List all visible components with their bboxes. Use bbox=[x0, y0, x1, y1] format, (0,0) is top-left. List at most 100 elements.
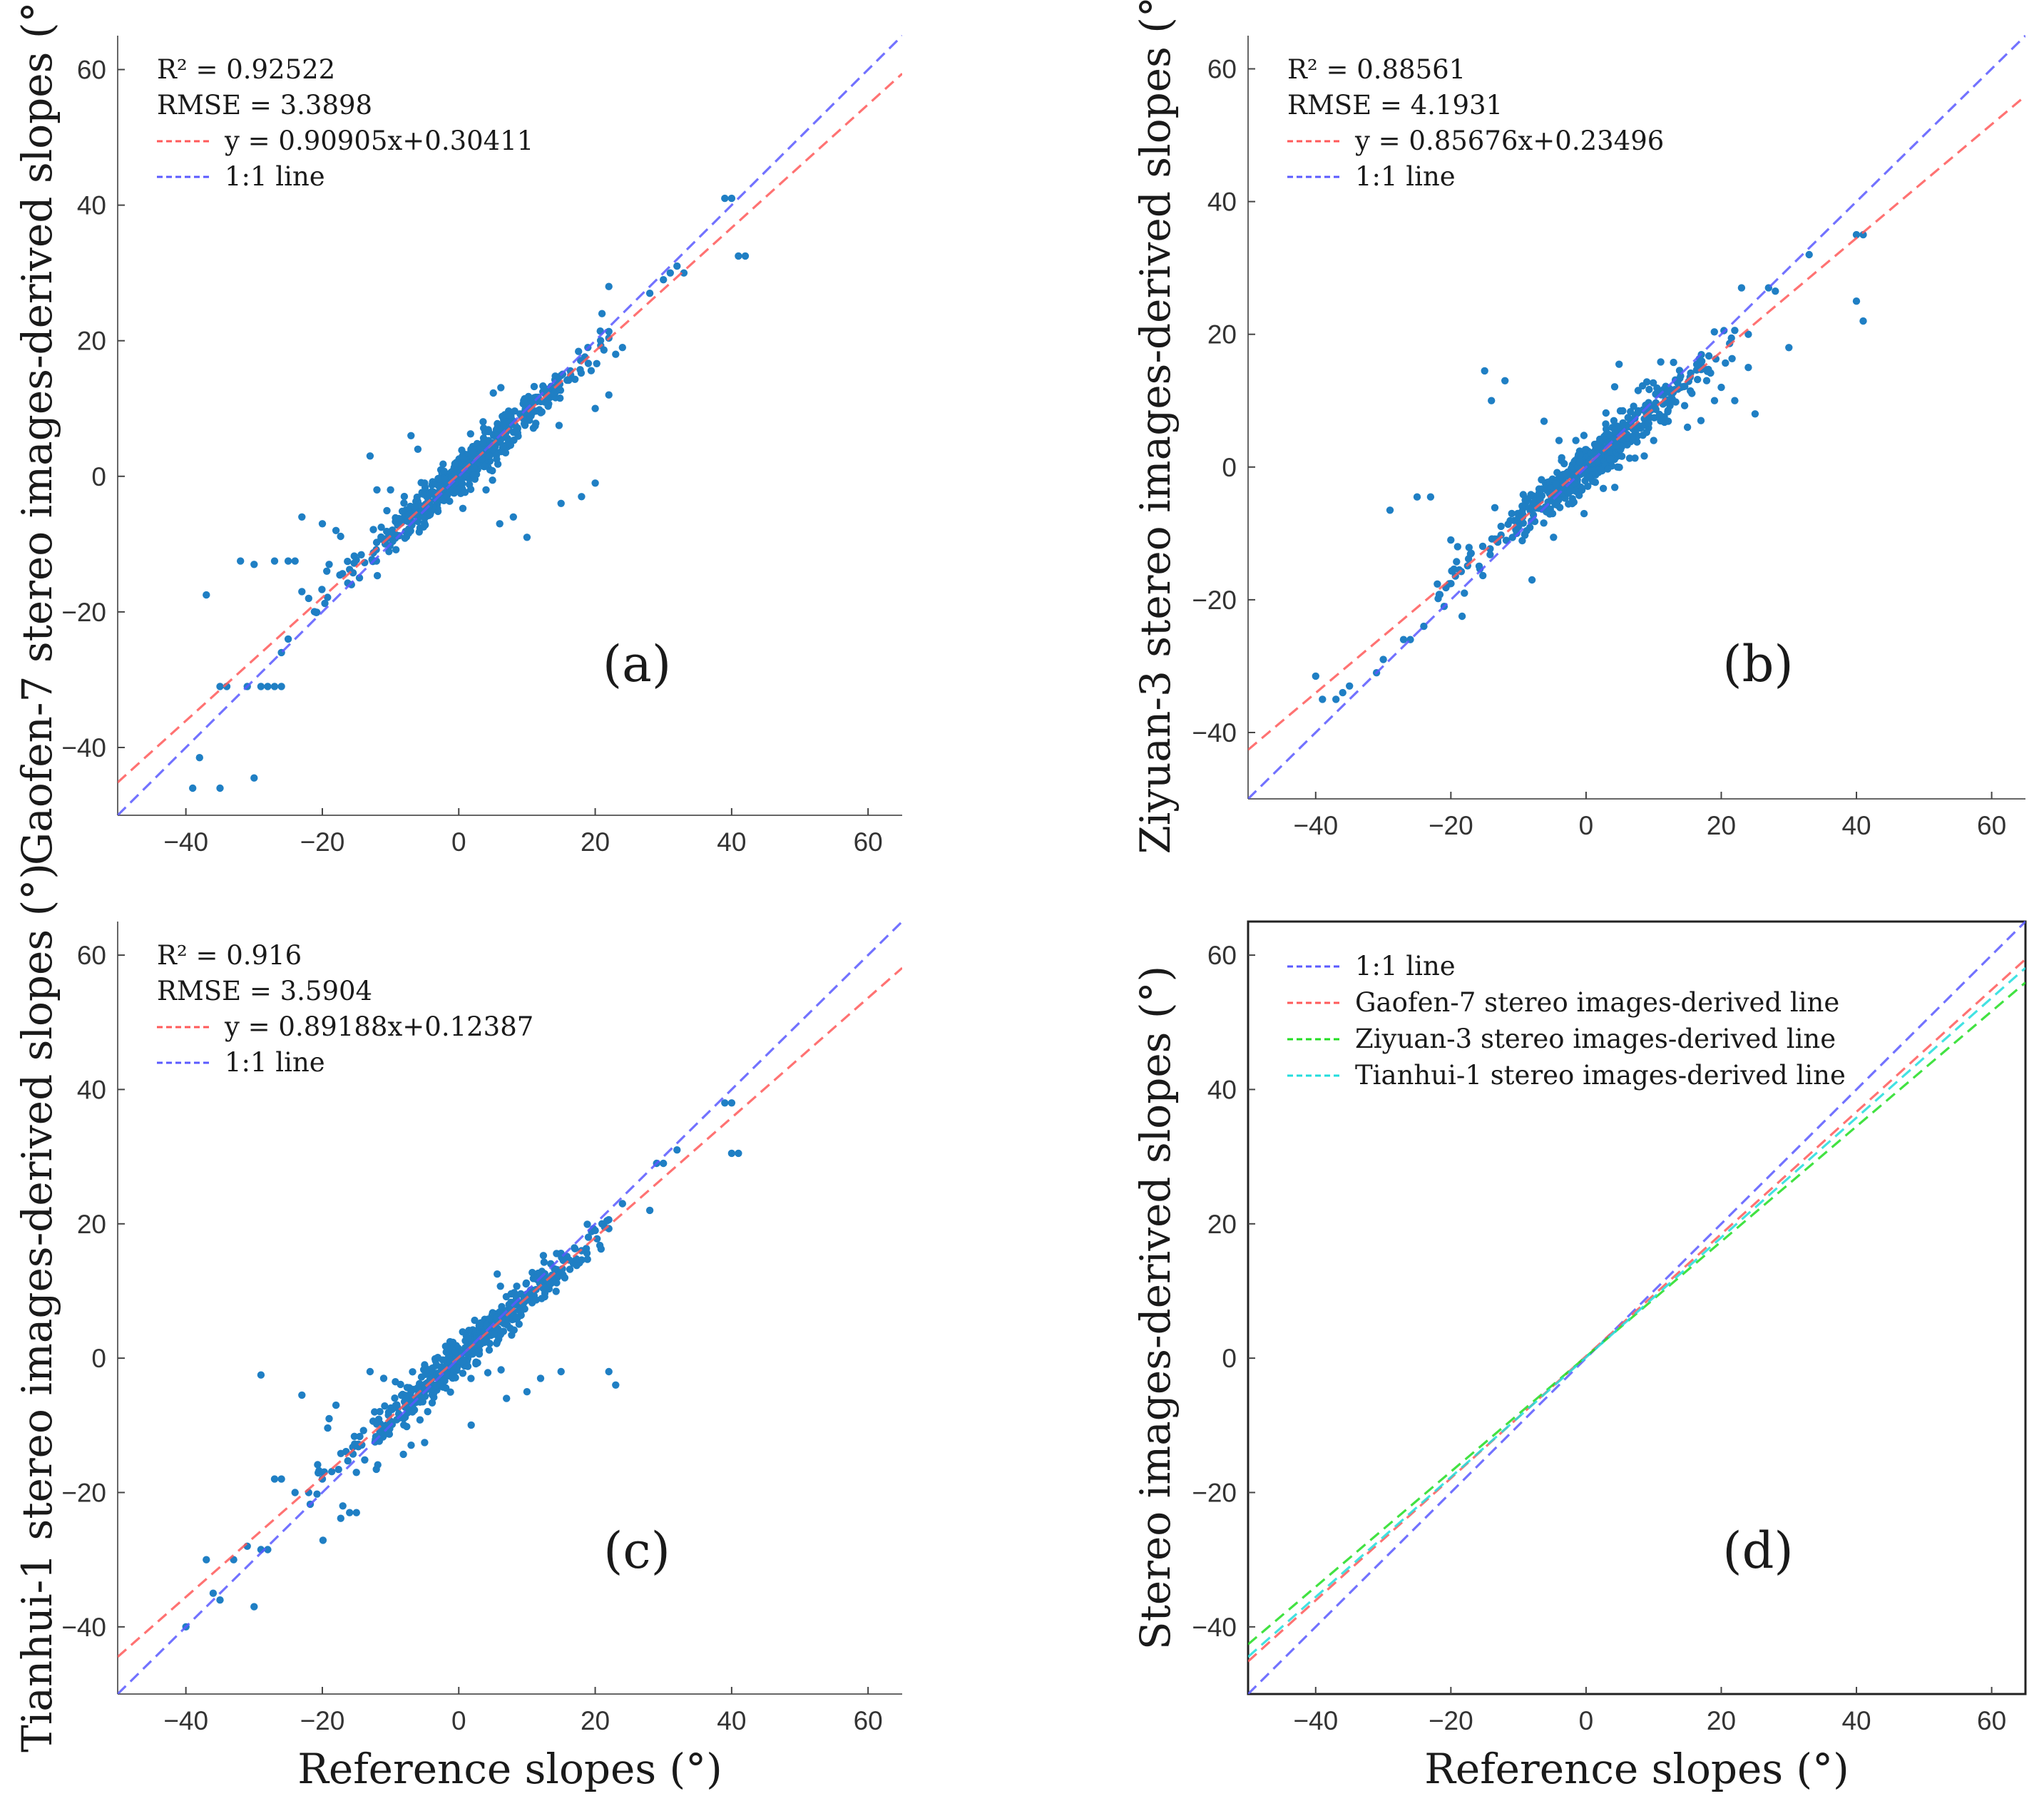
data-point bbox=[546, 1280, 554, 1288]
data-point bbox=[552, 1287, 560, 1295]
data-point bbox=[510, 1326, 518, 1334]
data-point bbox=[366, 1367, 374, 1376]
data-point bbox=[660, 276, 668, 284]
data-point bbox=[1731, 327, 1739, 335]
data-point bbox=[1710, 397, 1719, 404]
data-point bbox=[1584, 482, 1592, 490]
data-point bbox=[216, 683, 224, 690]
data-point bbox=[509, 513, 517, 521]
data-point bbox=[539, 1252, 548, 1260]
data-point bbox=[359, 1427, 367, 1434]
one-to-one-line bbox=[118, 34, 902, 815]
panel-b: −40 −40 −20 −20 0 0 20 20 40 40 60 60 Ziyuan-3 stere… bbox=[1131, 0, 2025, 855]
data-point bbox=[291, 1489, 299, 1496]
data-point bbox=[421, 479, 429, 487]
data-point bbox=[277, 683, 285, 690]
data-point bbox=[741, 252, 750, 260]
data-point bbox=[440, 467, 448, 475]
data-point bbox=[1599, 484, 1608, 492]
y-tick-label: 0 bbox=[91, 1344, 106, 1373]
data-point bbox=[416, 1398, 424, 1406]
data-point bbox=[1610, 417, 1618, 424]
data-point bbox=[459, 454, 468, 463]
data-point bbox=[298, 513, 306, 521]
x-tick-label: −20 bbox=[1429, 811, 1473, 840]
data-point bbox=[237, 557, 245, 565]
data-point bbox=[1670, 358, 1677, 367]
data-point bbox=[189, 784, 197, 792]
data-point bbox=[1346, 682, 1354, 690]
y-tick-label: 0 bbox=[1222, 453, 1237, 482]
data-point bbox=[458, 447, 466, 454]
data-point bbox=[481, 462, 489, 470]
data-point bbox=[291, 557, 299, 565]
data-point bbox=[434, 1354, 442, 1362]
data-point bbox=[1665, 388, 1672, 396]
data-point bbox=[1650, 437, 1657, 444]
data-point bbox=[250, 774, 258, 782]
data-point bbox=[1638, 382, 1647, 390]
data-point bbox=[578, 493, 586, 501]
data-point bbox=[387, 1419, 395, 1427]
series-line bbox=[1248, 966, 2025, 1658]
one-to-one-line bbox=[118, 920, 902, 1694]
data-point bbox=[339, 1502, 347, 1510]
data-point bbox=[1497, 522, 1505, 531]
data-point bbox=[409, 1368, 417, 1376]
data-point bbox=[1602, 420, 1610, 428]
data-point bbox=[485, 1346, 494, 1354]
panel-d: −40 −40 −20 −20 0 0 20 20 40 40 60 60 Stereo images-… bbox=[1131, 920, 2027, 1793]
data-point bbox=[496, 520, 504, 528]
scatter-points bbox=[1312, 230, 1867, 703]
data-point bbox=[1491, 504, 1499, 511]
data-point bbox=[457, 479, 466, 487]
data-point bbox=[352, 1509, 360, 1516]
data-point bbox=[381, 1402, 389, 1410]
data-point bbox=[496, 425, 504, 434]
data-point bbox=[1615, 360, 1623, 368]
data-point bbox=[503, 1394, 511, 1402]
legend-label: 1:1 line bbox=[1355, 951, 1456, 981]
data-point bbox=[451, 460, 459, 468]
data-point bbox=[407, 1442, 415, 1449]
data-point bbox=[1728, 354, 1736, 362]
data-point bbox=[1556, 473, 1565, 481]
plot-area bbox=[118, 34, 902, 815]
data-point bbox=[1568, 495, 1576, 503]
data-point bbox=[264, 1546, 272, 1554]
r2-stat: R² = 0.88561 bbox=[1287, 54, 1466, 85]
data-point bbox=[1580, 509, 1588, 518]
data-point bbox=[489, 466, 496, 475]
data-point bbox=[403, 1422, 411, 1431]
data-point bbox=[1555, 437, 1563, 444]
data-point bbox=[414, 445, 422, 453]
data-point bbox=[385, 548, 393, 556]
x-axis-title: Reference slopes (°) bbox=[1424, 1745, 1849, 1793]
data-point bbox=[1312, 672, 1320, 680]
y-tick-label: 40 bbox=[77, 1075, 106, 1104]
data-point bbox=[1550, 534, 1558, 541]
data-point bbox=[415, 528, 423, 536]
data-point bbox=[1731, 397, 1739, 404]
x-tick-label: −40 bbox=[1293, 1706, 1338, 1735]
data-point bbox=[1426, 493, 1435, 501]
data-point bbox=[605, 282, 613, 290]
data-point bbox=[523, 534, 531, 541]
data-point bbox=[1805, 250, 1813, 259]
y-tick-label: 60 bbox=[77, 941, 106, 970]
data-point bbox=[498, 1302, 506, 1311]
data-point bbox=[1518, 536, 1526, 545]
data-point bbox=[470, 471, 478, 479]
data-point bbox=[541, 1292, 548, 1301]
data-point bbox=[1657, 358, 1665, 366]
data-point bbox=[553, 1250, 561, 1258]
data-point bbox=[284, 635, 292, 643]
data-point bbox=[426, 511, 434, 519]
data-point bbox=[349, 568, 357, 577]
data-point bbox=[298, 588, 306, 596]
data-point bbox=[735, 252, 742, 260]
data-point bbox=[257, 683, 265, 690]
data-point bbox=[1467, 549, 1475, 557]
data-point bbox=[451, 1348, 459, 1356]
data-point bbox=[484, 1369, 492, 1377]
